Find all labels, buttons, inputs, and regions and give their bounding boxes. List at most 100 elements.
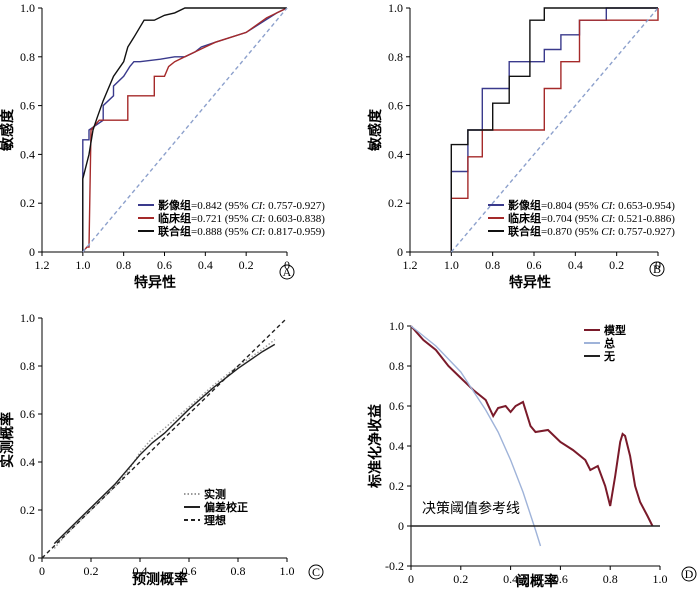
panel-label: A xyxy=(283,265,292,279)
legend-entry: 模型 xyxy=(604,323,626,337)
x-axis-label: 特异性 xyxy=(509,274,551,291)
y-axis-label: 敏感度 xyxy=(0,108,16,152)
y-tick-label: 0.2 xyxy=(389,479,404,493)
panel-c: 0 0.2 0.4 0.6 0.8 1.0 0 0.2 0.4 0.6 0.8 1.0 实测偏差校正… xyxy=(0,311,324,588)
legend-ci-label: CI xyxy=(251,200,263,212)
y-tick-label: 0.2 xyxy=(388,196,403,210)
legend-auc: =0.704 (95% xyxy=(541,213,601,225)
legend-series-name: 模型 xyxy=(604,323,626,337)
panel-label: D xyxy=(685,567,694,581)
x-tick-label: 0.4 xyxy=(198,258,213,272)
y-tick-label: 1.0 xyxy=(388,1,403,15)
series-临床组-line xyxy=(82,7,288,253)
legend-series-name: 偏差校正 xyxy=(204,500,248,514)
panel-label-circle xyxy=(279,264,295,280)
x-tick-label: 0.4 xyxy=(503,572,518,586)
y-ticks: 0 0.2 0.4 0.6 0.8 1.0 xyxy=(20,1,42,259)
legend-entry: 理想 xyxy=(204,513,226,527)
legend-ci-label: CI xyxy=(251,226,263,238)
x-tick-label: 1.0 xyxy=(75,258,90,272)
legend-series-name: 影像组 xyxy=(158,198,191,212)
y-tick-label: 0.6 xyxy=(20,407,35,421)
legend-auc: =0.804 (95% xyxy=(541,200,601,212)
x-tick-label: 0.8 xyxy=(231,564,246,578)
legend-series-name: 实测 xyxy=(204,487,226,501)
x-tick-label: 1.0 xyxy=(280,564,295,578)
legend-series-name: 临床组 xyxy=(158,211,191,225)
legend-series-name: 联合组 xyxy=(508,224,541,238)
series-参考线-line xyxy=(450,7,659,253)
legend-entry: 联合组=0.870 (95% CI: 0.757-0.927) xyxy=(508,224,675,238)
legend-auc: =0.888 (95% xyxy=(191,226,251,238)
y-tick-label: 0.8 xyxy=(388,50,403,64)
y-ticks: -0.2 0 0.2 0.4 0.6 0.8 1.0 xyxy=(385,319,411,573)
legend: 影像组=0.842 (95% CI: 0.757-0.927)临床组=0.721… xyxy=(138,198,325,238)
x-tick-label: 0.2 xyxy=(84,564,99,578)
series-临床组-line xyxy=(450,8,659,252)
x-ticks: 1.2 1.0 0.8 0.6 0.4 0.2 0 xyxy=(403,252,661,272)
x-tick-label: 0.2 xyxy=(609,258,624,272)
curves xyxy=(450,7,659,253)
series-理想-line xyxy=(41,317,288,559)
legend-ci-label: CI xyxy=(601,226,613,238)
legend-entry: 联合组=0.888 (95% CI: 0.817-0.959) xyxy=(158,224,325,238)
series-联合组-line xyxy=(82,7,287,252)
y-tick-label: 0.2 xyxy=(20,196,35,210)
legend-series-name: 联合组 xyxy=(158,224,191,238)
y-ticks: 0 0.2 0.4 0.6 0.8 1.0 xyxy=(20,311,42,565)
legend-ci-label: CI xyxy=(601,200,613,212)
legend-ci-range: : 0.817-0.959) xyxy=(262,226,325,238)
y-tick-label: 0.8 xyxy=(20,359,35,373)
x-ticks: 0 0.2 0.4 0.6 0.8 1.0 xyxy=(39,558,295,578)
legend-ci-label: CI xyxy=(251,213,263,225)
series-总-line xyxy=(410,325,542,547)
legend-ci-range: : 0.521-0.886) xyxy=(612,213,675,225)
y-tick-label: 1.0 xyxy=(20,1,35,15)
legend: 影像组=0.804 (95% CI: 0.653-0.954)临床组=0.704… xyxy=(488,198,675,238)
y-tick-label: 0.6 xyxy=(388,99,403,113)
x-tick-label: 0.8 xyxy=(603,572,618,586)
y-tick-label: 0.8 xyxy=(389,359,404,373)
legend-auc: =0.870 (95% xyxy=(541,226,601,238)
legend-series-name: 无 xyxy=(603,350,615,363)
legend-series-name: 影像组 xyxy=(508,198,541,212)
panel-label-circle xyxy=(681,566,697,582)
legend-auc: =0.721 (95% xyxy=(191,213,251,225)
legend-entry: 影像组=0.804 (95% CI: 0.653-0.954) xyxy=(508,198,675,212)
y-tick-label: 0 xyxy=(398,519,404,533)
panel-a: 1.2 1.0 0.8 0.6 0.4 0.2 0 0 0.2 0.4 0.6 0.8 1.0 影像组… xyxy=(0,1,325,291)
x-tick-label: 0.8 xyxy=(116,258,131,272)
x-tick-label: 0.4 xyxy=(133,564,148,578)
legend-ci-range: : 0.757-0.927) xyxy=(262,200,325,212)
y-tick-label: 0.8 xyxy=(20,50,35,64)
x-tick-label: 0.6 xyxy=(182,564,197,578)
x-tick-label: 0 xyxy=(39,564,45,578)
y-tick-label: 0.4 xyxy=(20,455,35,469)
legend-entry: 临床组=0.704 (95% CI: 0.521-0.886) xyxy=(508,211,675,225)
legend-ci-range: : 0.603-0.838) xyxy=(262,213,325,225)
panel-label-circle xyxy=(308,564,324,580)
y-tick-label: 0 xyxy=(397,245,403,259)
legend-series-name: 理想 xyxy=(204,513,226,527)
x-ticks: 0 0.2 0.4 0.6 0.8 1.0 xyxy=(408,566,668,586)
x-ticks: 1.2 1.0 0.8 0.6 0.4 0.2 0 xyxy=(35,252,290,272)
legend-entry: 偏差校正 xyxy=(204,500,248,514)
legend-entry: 无 xyxy=(603,350,615,363)
x-tick-label: 0.8 xyxy=(485,258,500,272)
curves xyxy=(410,325,660,547)
panel-label: B xyxy=(653,262,661,276)
series-实测-line xyxy=(53,339,276,549)
y-tick-label: 0.2 xyxy=(20,503,35,517)
legend-entry: 实测 xyxy=(204,487,226,501)
x-tick-label: 0.2 xyxy=(453,572,468,586)
y-tick-label: 0.4 xyxy=(388,147,403,161)
threshold-annotation: 决策阈值参考线 xyxy=(422,500,520,517)
legend-entry: 影像组=0.842 (95% CI: 0.757-0.927) xyxy=(158,198,325,212)
panel-d: 0 0.2 0.4 0.6 0.8 1.0 -0.2 0 0.2 0.4 0.6 0.8 1.0 模型… xyxy=(367,319,697,590)
panel-b: 1.2 1.0 0.8 0.6 0.4 0.2 0 0 0.2 0.4 0.6 0.8 1.0 影像组… xyxy=(367,1,675,291)
y-tick-label: -0.2 xyxy=(385,559,404,573)
panel-label-circle xyxy=(649,261,665,277)
